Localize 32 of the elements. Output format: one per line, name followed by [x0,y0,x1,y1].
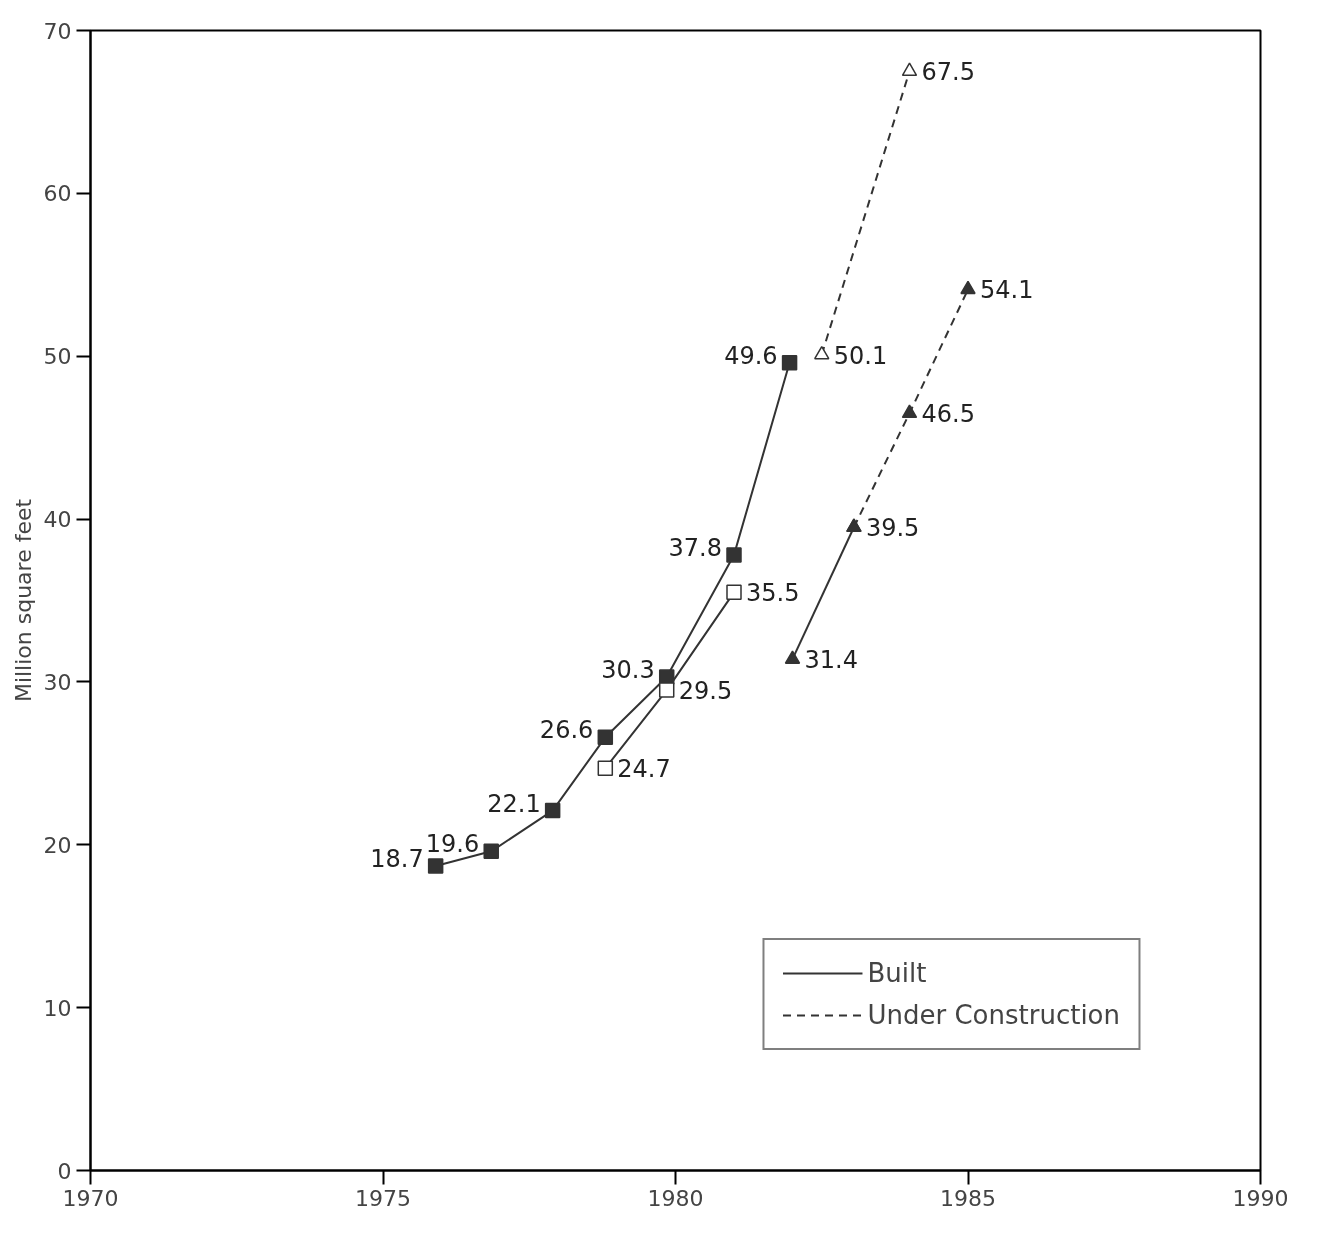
data-label: 18.7 [370,844,424,873]
data-label: 26.6 [539,716,594,745]
x-tick-label: 1980 [647,1185,704,1211]
data-label: 19.6 [425,830,480,859]
legend-label: Built [867,958,927,988]
data-label: 46.5 [921,400,975,429]
x-tick-label: 1985 [940,1185,997,1211]
data-label: 49.6 [724,341,778,370]
data-label: 39.5 [865,514,920,543]
data-label: 50.1 [833,341,888,370]
x-tick-label: 1975 [355,1185,412,1211]
data-label: 67.5 [921,58,975,87]
x-tick-label: 1970 [62,1185,119,1211]
data-label: 24.7 [617,755,671,784]
y-tick-label: 10 [43,995,72,1021]
x-tick-label: 1990 [1232,1185,1289,1211]
data-label: 35.5 [746,579,800,608]
y-tick-label: 40 [43,507,72,533]
data-label: 22.1 [487,789,541,818]
data-label: 30.3 [601,656,655,685]
data-label: 37.8 [668,533,722,562]
legend-label: Under Construction [867,1000,1120,1030]
data-label: 54.1 [980,276,1034,305]
y-axis-title: Million square feet [10,498,36,703]
y-tick-label: 60 [43,181,72,207]
data-label: 29.5 [678,677,733,706]
y-tick-label: 20 [43,832,72,858]
y-tick-label: 70 [43,18,72,44]
y-tick-label: 30 [43,669,72,695]
data-label: 31.4 [804,646,858,675]
y-tick-label: 50 [43,344,72,370]
y-tick-label: 0 [57,1158,72,1184]
